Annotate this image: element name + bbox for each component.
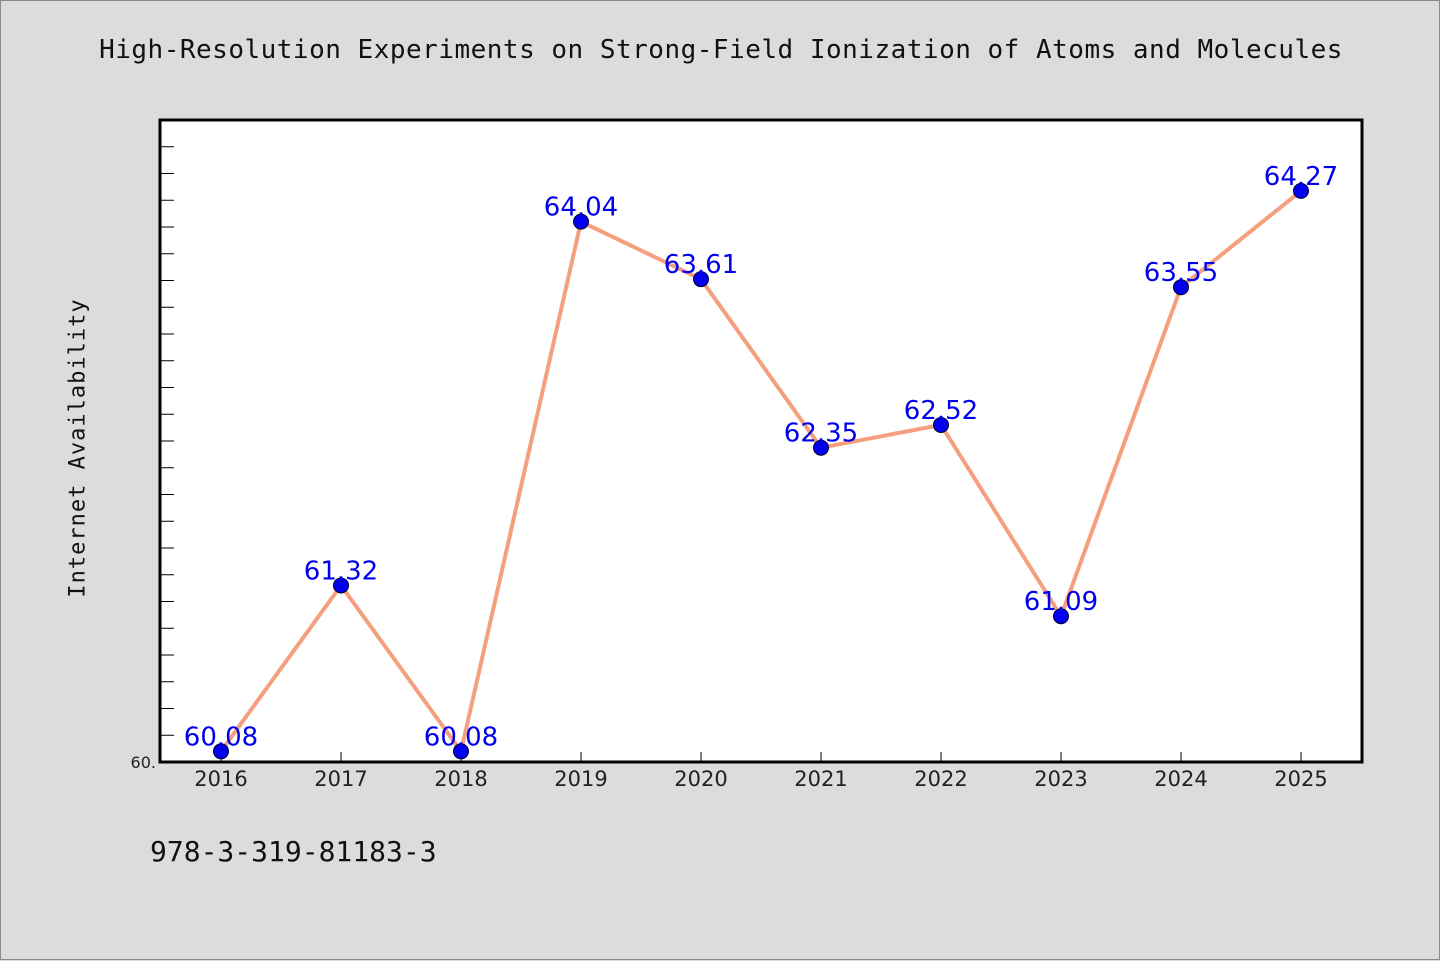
x-tick-label: 2016 [194,767,247,791]
x-tick-label: 2024 [1154,767,1207,791]
data-point [1173,279,1189,296]
data-label: 61.09 [1024,587,1098,617]
series-group: 60.08 61.32 60.08 64.04 63.61 62.35 62.52 61.09… [184,162,1338,760]
data-point [933,416,949,433]
data-label: 63.55 [1144,258,1218,288]
data-point [1053,608,1069,625]
series-line [219,189,1303,754]
data-label: 62.35 [784,419,858,449]
data-point [333,577,349,594]
x-tick-label: 2021 [794,767,847,791]
x-tick-label: 2023 [1034,767,1087,791]
chart-title: High-Resolution Experiments on Strong-Fi… [99,35,1343,65]
y-tick-label: 60. [131,753,156,772]
data-label: 60.08 [424,722,498,752]
data-label: 64.04 [544,193,618,223]
data-label: 62.52 [904,396,978,426]
data-point [453,743,469,760]
x-tick-label: 2022 [914,767,967,791]
data-point [213,743,229,760]
data-label: 64.27 [1264,162,1338,192]
x-tick-label: 2025 [1274,767,1327,791]
x-tick-label: 2020 [674,767,727,791]
data-label: 61.32 [304,556,378,586]
data-point [573,213,589,230]
x-axis-ticks: 2016 2017 2018 2019 2020 2021 2022 2023 2024 2025 [194,752,1328,791]
data-point [1293,182,1309,199]
plot-area [158,118,1364,764]
data-label: 60.08 [184,722,258,752]
y-axis-ticks: 60. [131,119,174,772]
data-point [693,271,709,288]
x-tick-label: 2018 [434,767,487,791]
data-label: 63.61 [664,250,738,280]
x-tick-label: 2019 [554,767,607,791]
x-tick-label: 2017 [314,767,367,791]
data-point [813,439,829,456]
footer-isbn: 978-3-319-81183-3 [150,835,437,868]
